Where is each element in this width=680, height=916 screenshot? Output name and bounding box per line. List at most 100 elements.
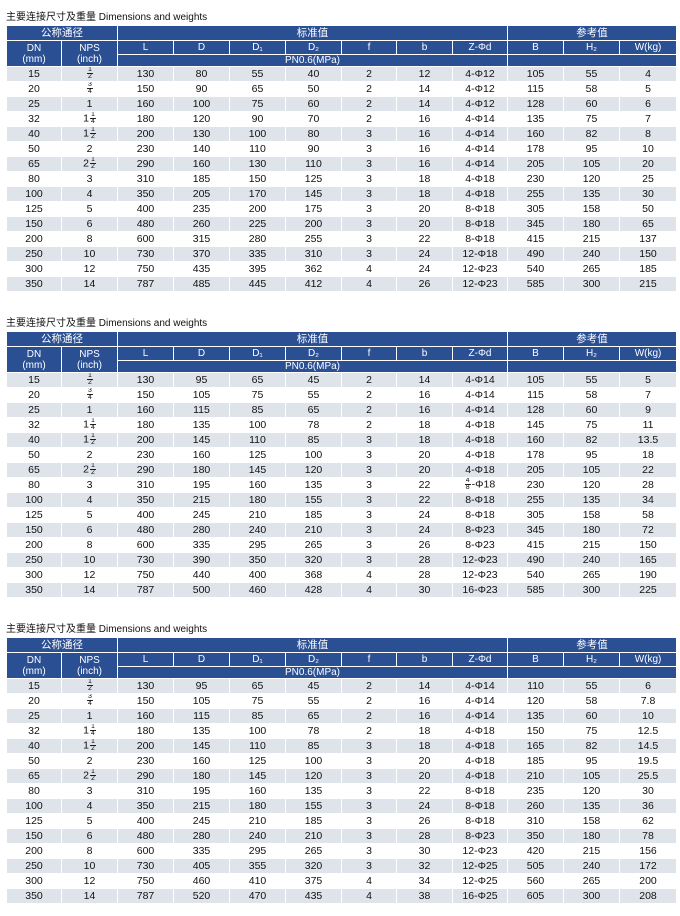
- table-row: 65 2 1 2 290 180 145 120 3 20 4-Φ18 205 105 22: [6, 462, 678, 478]
- cell-bb: 210: [507, 768, 565, 784]
- cell-l: 600: [117, 537, 174, 553]
- cell-f: 3: [341, 783, 397, 799]
- cell-dn: 150: [6, 216, 62, 232]
- cell-weight: 225: [619, 582, 678, 598]
- dimensions-section-1: 主要连接尺寸及重量 Dimensions and weights 公称通径 标准…: [6, 11, 678, 292]
- cell-weight: 12.5: [619, 723, 678, 739]
- cell-d2: 55: [285, 387, 342, 403]
- cell-bolt-holes: 8-Φ18: [451, 231, 509, 247]
- table-row: 150 6 480 280 240 210 3 24 8-Φ23 345 180 72: [6, 522, 678, 538]
- cell-d2: 135: [285, 783, 342, 799]
- pressure-header-spacer: [507, 54, 678, 67]
- cell-d: 520: [173, 888, 230, 904]
- cell-f: 2: [341, 402, 397, 418]
- cell-bolt-holes: 4-Φ14: [451, 141, 509, 157]
- cell-l: 750: [117, 873, 174, 889]
- cell-dn: 125: [6, 507, 62, 523]
- cell-f: 4: [341, 276, 397, 292]
- cell-b: 22: [396, 492, 453, 508]
- cell-b: 24: [396, 261, 453, 277]
- cell-dn: 15: [6, 678, 62, 694]
- cell-bb: 230: [507, 477, 565, 493]
- cell-f: 3: [341, 126, 397, 142]
- cell-f: 3: [341, 462, 397, 478]
- cell-d2: 45: [285, 678, 342, 694]
- cell-d1: 395: [229, 261, 286, 277]
- cell-nps: 2: [61, 447, 118, 463]
- cell-nps: 14: [61, 582, 118, 598]
- table-row: 125 5 400 245 210 185 3 26 8-Φ18 310 158 62: [6, 813, 678, 829]
- cell-d1: 110: [229, 141, 286, 157]
- cell-bolt-holes: 4-Φ18: [451, 447, 509, 463]
- cell-d2: 90: [285, 141, 342, 157]
- cell-d1: 295: [229, 537, 286, 553]
- cell-d: 135: [173, 723, 230, 739]
- cell-l: 200: [117, 432, 174, 448]
- table-row: 40 1 1 2 200 145 110 85 3 18 4-Φ18 165 82 14.5: [6, 738, 678, 754]
- cell-d1: 160: [229, 783, 286, 799]
- cell-f: 2: [341, 693, 397, 709]
- cell-bolt-holes: 12-Φ23: [451, 552, 509, 568]
- cell-dn: 15: [6, 66, 62, 82]
- cell-bolt-holes: 8-Φ18: [451, 201, 509, 217]
- cell-bolt-holes: 4-Φ12: [451, 96, 509, 112]
- cell-d: 500: [173, 582, 230, 598]
- cell-bb: 115: [507, 81, 565, 97]
- cell-b: 16: [396, 708, 453, 724]
- table-row: 15 1 2 130 95 65 45 2 14 4-Φ14 105 55 5: [6, 372, 678, 388]
- cell-b: 14: [396, 372, 453, 388]
- cell-d1: 75: [229, 693, 286, 709]
- cell-l: 180: [117, 723, 174, 739]
- cell-bb: 310: [507, 813, 565, 829]
- cell-dn: 350: [6, 276, 62, 292]
- table-row: 100 4 350 215 180 155 3 24 8-Φ18 260 135 36: [6, 798, 678, 814]
- cell-d1: 65: [229, 81, 286, 97]
- cell-bb: 230: [507, 171, 565, 187]
- cell-d2: 265: [285, 537, 342, 553]
- cell-bolt-holes: 4-Φ14: [451, 708, 509, 724]
- cell-f: 3: [341, 828, 397, 844]
- cell-dn: 300: [6, 261, 62, 277]
- table-row: 250 10 730 370 335 310 3 24 12-Φ18 490 240 150: [6, 246, 678, 262]
- cell-d: 185: [173, 171, 230, 187]
- cell-h2: 75: [563, 111, 621, 127]
- cell-weight: 7.8: [619, 693, 678, 709]
- cell-d: 120: [173, 111, 230, 127]
- cell-nps: 3: [61, 171, 118, 187]
- cell-l: 400: [117, 507, 174, 523]
- cell-f: 3: [341, 201, 397, 217]
- nps-unit: (inch): [76, 359, 102, 371]
- cell-dn: 350: [6, 888, 62, 904]
- cell-dn: 350: [6, 582, 62, 598]
- cell-dn: 40: [6, 126, 62, 142]
- cell-bolt-holes: 8-Φ18: [451, 813, 509, 829]
- cell-h2: 240: [563, 246, 621, 262]
- cell-d2: 428: [285, 582, 342, 598]
- cell-b: 14: [396, 96, 453, 112]
- col-header-b: b: [396, 40, 453, 55]
- cell-dn: 300: [6, 873, 62, 889]
- cell-bolt-holes: 4-Φ14: [451, 156, 509, 172]
- col-header-h2: H₂: [563, 346, 621, 361]
- cell-b: 20: [396, 462, 453, 478]
- nominal-size-header: 公称通径: [6, 637, 118, 653]
- cell-h2: 60: [563, 402, 621, 418]
- cell-dn: 32: [6, 723, 62, 739]
- cell-f: 2: [341, 723, 397, 739]
- cell-d2: 175: [285, 201, 342, 217]
- col-header-weight: W(kg): [619, 40, 678, 55]
- cell-h2: 105: [563, 156, 621, 172]
- cell-d: 115: [173, 708, 230, 724]
- cell-f: 3: [341, 477, 397, 493]
- cell-f: 3: [341, 552, 397, 568]
- cell-bb: 205: [507, 156, 565, 172]
- cell-b: 22: [396, 231, 453, 247]
- cell-h2: 95: [563, 753, 621, 769]
